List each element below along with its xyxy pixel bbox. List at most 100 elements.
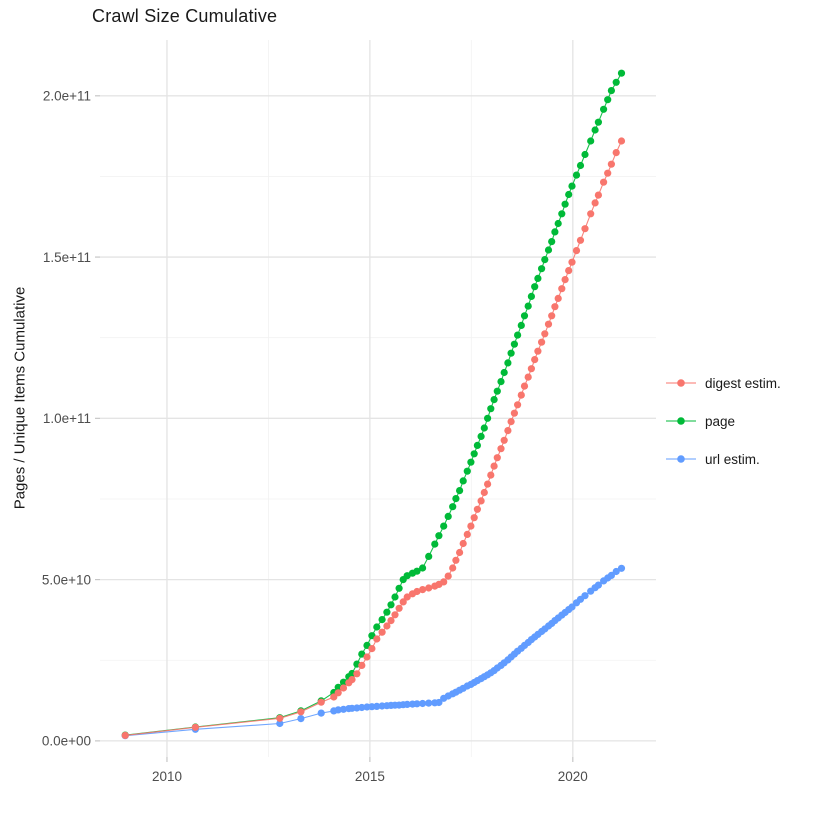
data-point-url-estim xyxy=(358,703,366,712)
data-point-page xyxy=(487,405,495,413)
y-tick-label-1.0e+11: 1.0e+11 xyxy=(43,411,91,426)
data-point-page xyxy=(497,378,505,386)
data-point-digest-estim xyxy=(456,548,464,557)
data-point-page xyxy=(504,359,512,367)
data-point-digest-estim xyxy=(487,471,495,479)
data-point-digest-estim xyxy=(587,210,595,218)
data-point-digest-estim xyxy=(497,445,505,453)
data-point-digest-estim xyxy=(317,698,325,706)
data-point-digest-estim xyxy=(403,593,411,601)
series-url-estim xyxy=(121,564,626,740)
data-point-page xyxy=(581,150,589,159)
data-point-digest-estim xyxy=(551,303,559,311)
data-point-digest-estim xyxy=(467,522,475,530)
data-point-page xyxy=(378,616,386,624)
data-point-page xyxy=(459,477,467,485)
data-point-digest-estim xyxy=(493,454,501,462)
data-point-digest-estim xyxy=(413,587,421,596)
data-point-url-estim xyxy=(568,603,576,611)
data-point-digest-estim xyxy=(591,199,599,207)
data-point-page xyxy=(541,256,549,264)
data-point-digest-estim xyxy=(594,191,603,199)
data-point-page xyxy=(467,458,475,466)
legend-key-point xyxy=(677,379,685,387)
data-point-page xyxy=(449,503,457,511)
data-point-page xyxy=(617,69,626,77)
data-point-page xyxy=(507,349,515,357)
data-point-page xyxy=(480,424,488,432)
data-point-page xyxy=(612,78,620,86)
data-point-digest-estim xyxy=(334,689,342,697)
data-point-url-estim xyxy=(435,698,443,707)
data-point-page xyxy=(572,171,581,179)
minor-gridlines xyxy=(100,40,656,757)
x-tick-label-2015: 2015 xyxy=(355,769,385,784)
data-point-digest-estim xyxy=(444,572,452,580)
legend-label-page: page xyxy=(705,413,736,429)
data-point-digest-estim xyxy=(541,330,549,338)
data-point-page xyxy=(520,312,529,320)
legend-key-url-estim xyxy=(666,455,696,463)
legend-key-digest-estim xyxy=(666,379,696,387)
series-line-url-estim xyxy=(125,567,622,737)
legend-label-digest-estim: digest estim. xyxy=(705,375,781,391)
data-point-digest-estim xyxy=(527,365,536,373)
data-point-digest-estim xyxy=(191,723,199,731)
data-point-page xyxy=(444,512,452,521)
data-point-digest-estim xyxy=(387,617,395,625)
data-point-page xyxy=(514,331,522,339)
data-point-page xyxy=(524,302,532,310)
data-point-page xyxy=(534,274,542,282)
data-point-url-estim xyxy=(317,709,325,717)
data-point-url-estim xyxy=(297,715,305,723)
data-point-page xyxy=(391,593,399,601)
data-point-page xyxy=(395,584,403,592)
data-point-digest-estim xyxy=(452,556,460,564)
data-point-page xyxy=(527,292,536,300)
data-point-page xyxy=(531,283,539,291)
data-point-url-estim xyxy=(276,719,284,728)
data-point-url-estim xyxy=(612,567,620,576)
data-point-digest-estim xyxy=(378,628,386,636)
data-point-page xyxy=(334,683,342,691)
data-point-digest-estim xyxy=(617,137,626,145)
data-point-page xyxy=(435,532,443,540)
data-point-digest-estim xyxy=(383,622,391,630)
data-point-page xyxy=(473,441,481,449)
data-point-digest-estim xyxy=(561,276,569,284)
y-axis-title: Pages / Unique Items Cumulative xyxy=(11,286,29,510)
data-point-digest-estim xyxy=(504,427,512,435)
y-tick-label-2.0e+11: 2.0e+11 xyxy=(43,88,91,103)
data-point-page xyxy=(607,87,616,95)
data-point-digest-estim xyxy=(484,480,492,488)
data-point-page xyxy=(490,396,498,404)
data-point-digest-estim xyxy=(568,258,576,266)
data-point-digest-estim xyxy=(534,347,542,355)
data-point-digest-estim xyxy=(339,684,348,692)
y-tick-label-0.0e+00: 0.0e+00 xyxy=(42,734,91,749)
x-tick-label-2010: 2010 xyxy=(152,769,182,784)
data-point-page xyxy=(413,567,421,575)
data-point-digest-estim xyxy=(604,169,612,177)
legend-key-point xyxy=(677,455,685,463)
data-point-url-estim xyxy=(425,699,433,707)
data-point-page xyxy=(600,105,608,113)
data-point-url-estim xyxy=(373,702,381,711)
data-point-digest-estim xyxy=(440,578,448,586)
data-point-digest-estim xyxy=(276,714,284,722)
data-point-digest-estim xyxy=(544,320,553,328)
data-point-page xyxy=(373,623,381,631)
data-point-page xyxy=(431,540,439,548)
chart-title: Crawl Size Cumulative xyxy=(92,6,278,26)
data-point-page xyxy=(544,246,553,254)
data-point-digest-estim xyxy=(600,178,608,186)
data-point-url-estim xyxy=(419,699,427,708)
data-point-page xyxy=(587,137,595,145)
data-point-page xyxy=(383,608,391,616)
legend-key-point xyxy=(677,417,685,425)
data-point-url-estim xyxy=(339,705,348,713)
data-point-page xyxy=(591,126,599,134)
data-point-page xyxy=(339,678,348,686)
data-point-digest-estim xyxy=(348,676,356,684)
